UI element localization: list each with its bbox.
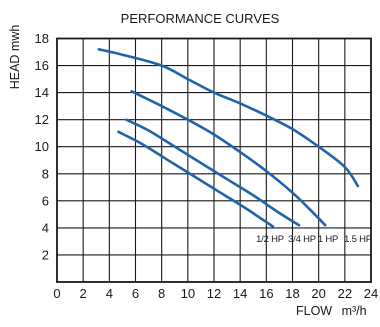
y-tick-label: 2 [42, 247, 49, 262]
y-tick-label: 4 [42, 220, 49, 235]
curve-4 [97, 48, 360, 188]
plot-frame [56, 37, 372, 283]
x-axis-unit: m³/h [342, 304, 367, 318]
series-labels: 1/2 HP 3/4 HP 1 HP 1.5 HP [256, 234, 372, 245]
x-tick-label: 24 [364, 286, 378, 301]
chart-title: PERFORMANCE CURVES [121, 11, 280, 26]
curve-2 [125, 118, 301, 227]
x-tick-label: 8 [158, 286, 165, 301]
x-tick-label: 10 [181, 286, 195, 301]
y-tick-label: 6 [42, 193, 49, 208]
x-axis-label-group: FLOW m³/h [296, 304, 367, 318]
y-tick-label: 16 [35, 58, 49, 73]
x-tick-label: 4 [106, 286, 113, 301]
x-tick-label: 20 [311, 286, 325, 301]
y-tick-label: 8 [42, 166, 49, 181]
x-tick-label: 0 [53, 286, 60, 301]
x-tick-label: 22 [338, 286, 352, 301]
x-tick-label: 12 [207, 286, 221, 301]
x-tick-label: 16 [259, 286, 273, 301]
x-tick-label: 2 [80, 286, 87, 301]
series-label-1: 1/2 HP [256, 234, 284, 245]
y-tick-label: 18 [35, 31, 49, 46]
curve-3 [130, 90, 327, 227]
y-tick-label: 12 [35, 112, 49, 127]
x-tick-label: 18 [285, 286, 299, 301]
x-axis-label: FLOW [296, 304, 332, 318]
series-label-4: 1.5 HP [344, 234, 372, 245]
y-tick-label: 10 [35, 139, 49, 154]
y-tick-label: 14 [35, 85, 49, 100]
series-label-2: 3/4 HP [288, 234, 316, 245]
x-tick-label: 6 [132, 286, 139, 301]
curve-1 [117, 130, 275, 228]
grid [57, 38, 371, 282]
curves [97, 48, 360, 228]
series-label-3: 1 HP [318, 234, 338, 245]
x-tick-label: 14 [233, 286, 247, 301]
y-axis-label: HEAD mwh [8, 25, 22, 90]
